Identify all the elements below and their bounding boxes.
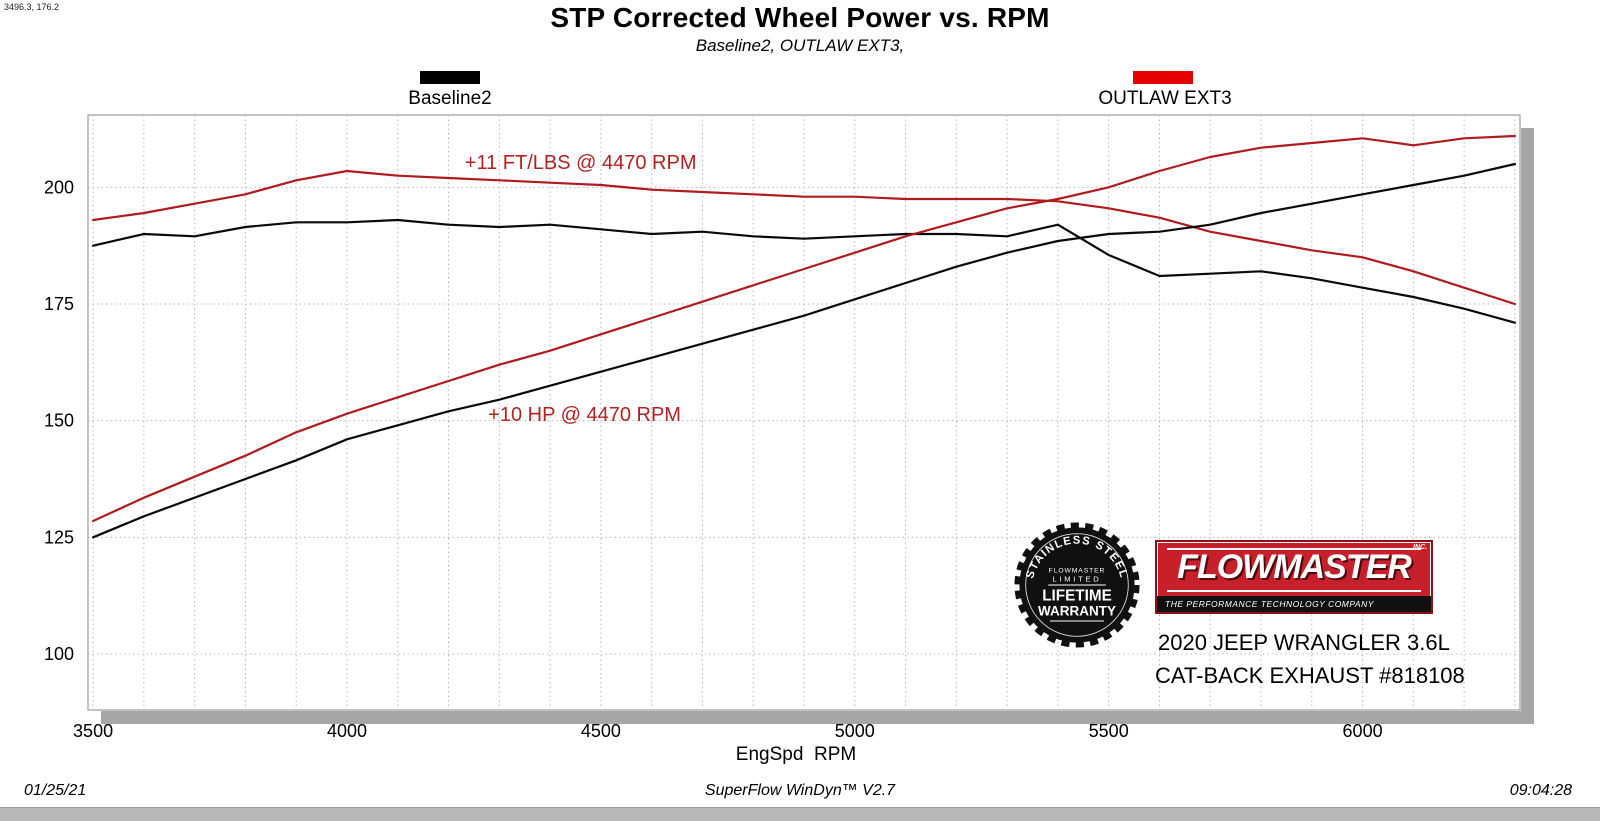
plot-shadow-bottom <box>101 711 1534 724</box>
x-axis-label: EngSpd RPM <box>735 744 857 765</box>
chart-subtitle: Baseline2, OUTLAW EXT3, <box>695 36 905 55</box>
badge-flowmaster: FLOWMASTER <box>1049 567 1106 574</box>
footer-date: 01/25/21 <box>24 782 87 799</box>
x-tick-label: 4500 <box>581 721 621 741</box>
logo-rule-top <box>1167 548 1421 550</box>
series-line-outlaw-ext3-torque-ft-lbs- <box>91 169 1517 306</box>
chart-annotation: +10 HP @ 4470 RPM <box>488 404 681 426</box>
flowmaster-wordmark: FLOWMASTER <box>1177 548 1412 586</box>
legend-swatch-outlaw-ext3 <box>1133 71 1193 84</box>
cursor-readout: 3496.3, 176.2 <box>4 2 60 12</box>
legend-swatch-baseline2 <box>420 71 480 84</box>
legend-label-outlaw-ext3: OUTLAW EXT3 <box>1098 88 1232 109</box>
x-tick-label: 4000 <box>327 721 367 741</box>
chart-annotation: +11 FT/LBS @ 4470 RPM <box>464 152 697 174</box>
gridlines <box>88 115 1520 710</box>
x-tick-label: 3500 <box>73 721 113 741</box>
chart-title: STP Corrected Wheel Power vs. RPM <box>550 2 1050 33</box>
flowmaster-tagline: THE PERFORMANCE TECHNOLOGY COMPANY <box>1157 596 1431 612</box>
y-tick-label: 125 <box>44 527 74 547</box>
logo-rule-bottom <box>1167 590 1421 592</box>
series-line-outlaw-ext3-power-hp- <box>91 134 1517 523</box>
product-name: CAT-BACK EXHAUST #818108 <box>1155 663 1465 688</box>
legend-label-baseline2: Baseline2 <box>408 88 492 109</box>
axis-tick-labels: 3500 4000 4500 5000 5500 6000 100 125 150 175 200 <box>44 177 1383 741</box>
badge-warranty: WARRANTY <box>1038 604 1116 619</box>
x-tick-label: 5500 <box>1089 721 1129 741</box>
y-tick-label: 100 <box>44 644 74 664</box>
vehicle-name: 2020 JEEP WRANGLER 3.6L <box>1158 630 1450 655</box>
y-tick-label: 175 <box>44 294 74 314</box>
badge-limited: LIMITED <box>1053 574 1102 583</box>
y-tick-label: 200 <box>44 177 74 197</box>
x-tick-label: 6000 <box>1343 721 1383 741</box>
plot-shadow-right <box>1521 128 1534 724</box>
series-line-baseline2-torque-ft-lbs- <box>91 218 1517 324</box>
y-tick-label: 150 <box>44 411 74 431</box>
footer-time: 09:04:28 <box>1509 782 1572 799</box>
series-line-baseline2-power-hp- <box>91 162 1517 539</box>
footer-software: SuperFlow WinDyn™ V2.7 <box>704 782 896 799</box>
badge-scallop-edge <box>1014 522 1140 648</box>
flowmaster-logo: INC. FLOWMASTER THE PERFORMANCE TECHNOLO… <box>1155 540 1433 614</box>
flowmaster-inc-label: INC. <box>1413 544 1427 551</box>
x-tick-label: 5000 <box>835 721 875 741</box>
series-curves <box>91 134 1517 539</box>
horizontal-scrollbar[interactable] <box>0 807 1600 821</box>
lifetime-warranty-badge: STAINLESS STEEL FLOWMASTER LIMITED LIFET… <box>1014 522 1140 648</box>
badge-lifetime: LIFETIME <box>1042 587 1112 604</box>
